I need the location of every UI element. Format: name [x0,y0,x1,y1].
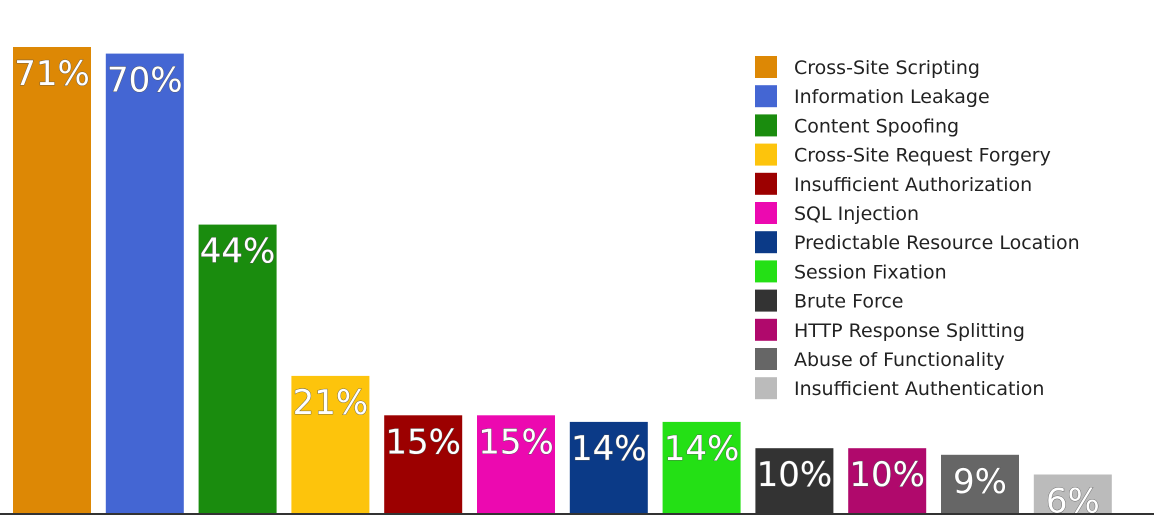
bar-2 [105,53,184,514]
bar-value-label-1: 71% [14,54,90,94]
legend-swatch-7 [755,231,777,254]
bar-11 [941,454,1019,514]
legend-label-7: Predictable Resource Location [794,232,1080,254]
bar-7 [569,421,648,514]
bar-value-label-4: 21% [293,383,369,423]
legend-swatch-4 [755,143,777,166]
legend-swatch-11 [755,348,777,370]
legend-swatch-9 [755,289,777,312]
legend-label-4: Cross-Site Request Forgery [794,145,1051,167]
bar-labels-group: 71% 70% 44% 21% 15% 15% 14% 14% 10% 10% 9% 6% [14,54,1100,522]
bar-value-label-3: 44% [200,232,276,272]
legend-swatch-2 [755,85,777,108]
legend-label-5: Insufficient Authorization [794,174,1032,196]
legend-swatch-3 [755,114,777,137]
bar-1 [13,47,91,514]
bar-9 [755,448,834,514]
legend-label-10: HTTP Response Splitting [794,320,1025,342]
legend: Cross-Site Scripting Information Leakage C… [755,56,1080,400]
bar-4 [291,375,370,514]
bar-8 [662,421,741,514]
legend-swatch-10 [755,318,777,341]
legend-swatch-1 [755,56,777,78]
legend-swatch-8 [755,260,777,283]
bar-10 [848,448,927,514]
bar-value-label-10: 10% [849,455,925,495]
bar-6 [477,415,555,514]
bar-value-label-8: 14% [664,429,740,469]
legend-label-11: Abuse of Functionality [794,349,1005,371]
bar-value-label-5: 15% [385,422,461,462]
bar-value-label-2: 70% [107,61,183,101]
legend-swatch-5 [755,172,777,195]
legend-label-8: Session Fixation [794,261,947,283]
bar-value-label-9: 10% [757,455,833,495]
bar-5 [384,415,463,514]
bar-3 [198,224,277,514]
legend-label-12: Insufficient Authentication [794,378,1044,400]
bar-value-label-12: 6% [1046,482,1100,522]
legend-swatch-12 [755,377,777,400]
legend-label-9: Brute Force [794,291,903,313]
legend-label-6: SQL Injection [794,203,919,225]
legend-label-3: Content Spoofing [794,115,959,137]
legend-swatch-6 [755,202,777,224]
legend-label-2: Information Leakage [794,86,990,108]
bar-value-label-11: 9% [953,462,1007,502]
bar-value-label-7: 14% [571,429,647,469]
legend-label-1: Cross-Site Scripting [794,57,980,79]
bars-group [13,47,1112,514]
bar-12 [1033,474,1112,514]
bar-value-label-6: 15% [478,422,554,462]
